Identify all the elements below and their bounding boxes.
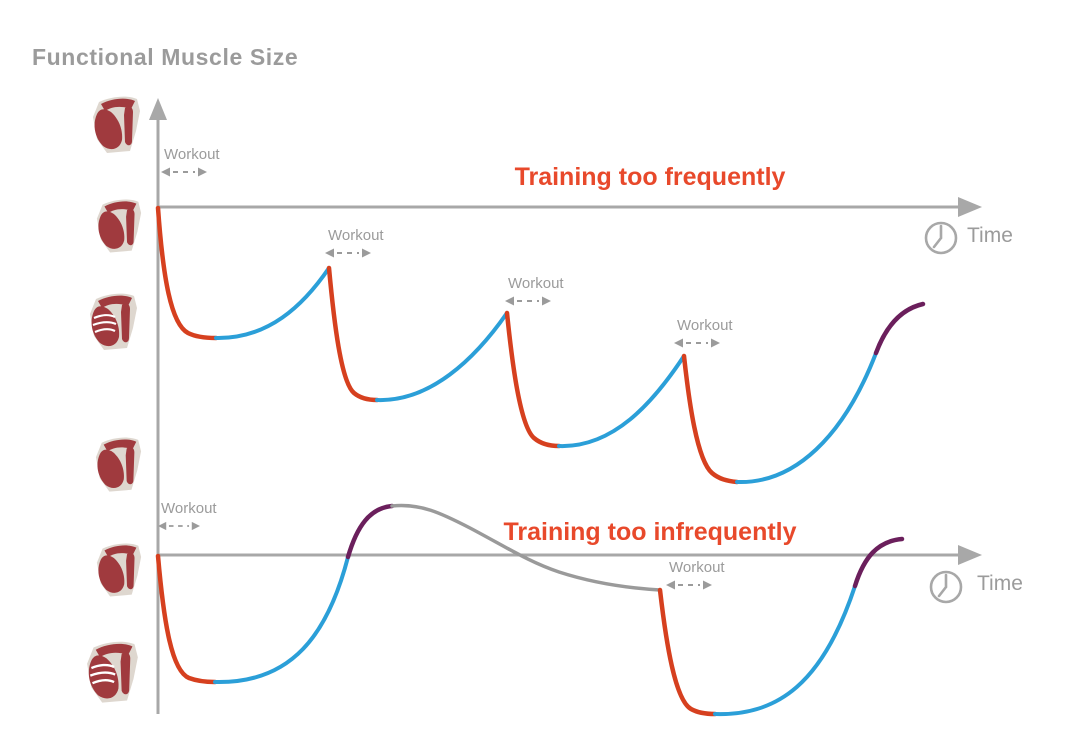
muscle-size-large-icon (93, 96, 140, 153)
workout-duration-arrow-icon (325, 248, 371, 257)
workout-label-text: Workout (669, 559, 725, 576)
muscle-size-medium-icon (96, 543, 142, 597)
recovery-segment (375, 311, 509, 403)
workout-duration-arrow-icon (505, 296, 551, 305)
workout-label-text: Workout (164, 146, 220, 163)
recovery-segment (213, 555, 350, 685)
workout-duration-arrow-icon (161, 167, 207, 176)
workout-label: Workout (158, 500, 217, 531)
workout-label-text: Workout (328, 227, 384, 244)
infrequent-training-curve (155, 503, 905, 717)
supercompensation-segment (873, 301, 926, 356)
chart-heading-too-infrequently: Training too infrequently (503, 518, 797, 546)
time-axis-arrow-icon (958, 197, 982, 217)
recovery-segment (557, 354, 686, 449)
time-axis-arrow-icon (958, 545, 982, 565)
supercompensation-segment (852, 536, 905, 589)
frequent-training-curve (155, 205, 926, 485)
workout-decline-segment (504, 310, 562, 449)
workout-duration-arrow-icon (674, 338, 720, 347)
muscle-size-medium-icon (96, 199, 142, 253)
workout-label-text: Workout (677, 317, 733, 334)
workout-decline-segment (681, 353, 740, 485)
chart-heading-too-frequently: Training too frequently (514, 163, 786, 191)
workout-decline-segment (155, 205, 219, 341)
supercompensation-segment (345, 503, 395, 560)
time-axis-label: Time (977, 572, 1023, 595)
chart-too-infrequently (155, 503, 982, 717)
muscle-size-striated-icon (90, 294, 137, 350)
workout-label: Workout (666, 559, 725, 590)
recovery-segment (713, 584, 857, 717)
workout-label: Workout (161, 146, 220, 177)
workout-label: Workout (505, 275, 564, 306)
workout-label-text: Workout (508, 275, 564, 292)
recovery-segment (735, 351, 878, 485)
workout-decline-segment (155, 553, 218, 685)
time-axis-label: Time (967, 224, 1013, 247)
workout-label-text: Workout (161, 500, 217, 517)
muscle-size-striated-icon (87, 642, 138, 703)
workout-decline-segment (326, 265, 380, 403)
workout-label: Workout (325, 227, 384, 258)
recovery-segment (214, 266, 331, 341)
clock-icon (924, 221, 958, 255)
chart-too-frequently (155, 197, 982, 485)
workout-duration-arrow-icon (666, 580, 712, 589)
workout-label: Workout (674, 317, 733, 348)
y-axis-arrow-icon (149, 98, 167, 120)
muscle-size-medium-icon (95, 437, 142, 492)
workout-duration-arrow-icon (158, 521, 200, 530)
detraining-decline-segment (390, 503, 662, 592)
workout-decline-segment (657, 587, 718, 717)
clock-icon (929, 570, 963, 604)
y-axis-title: Functional Muscle Size (32, 44, 299, 70)
